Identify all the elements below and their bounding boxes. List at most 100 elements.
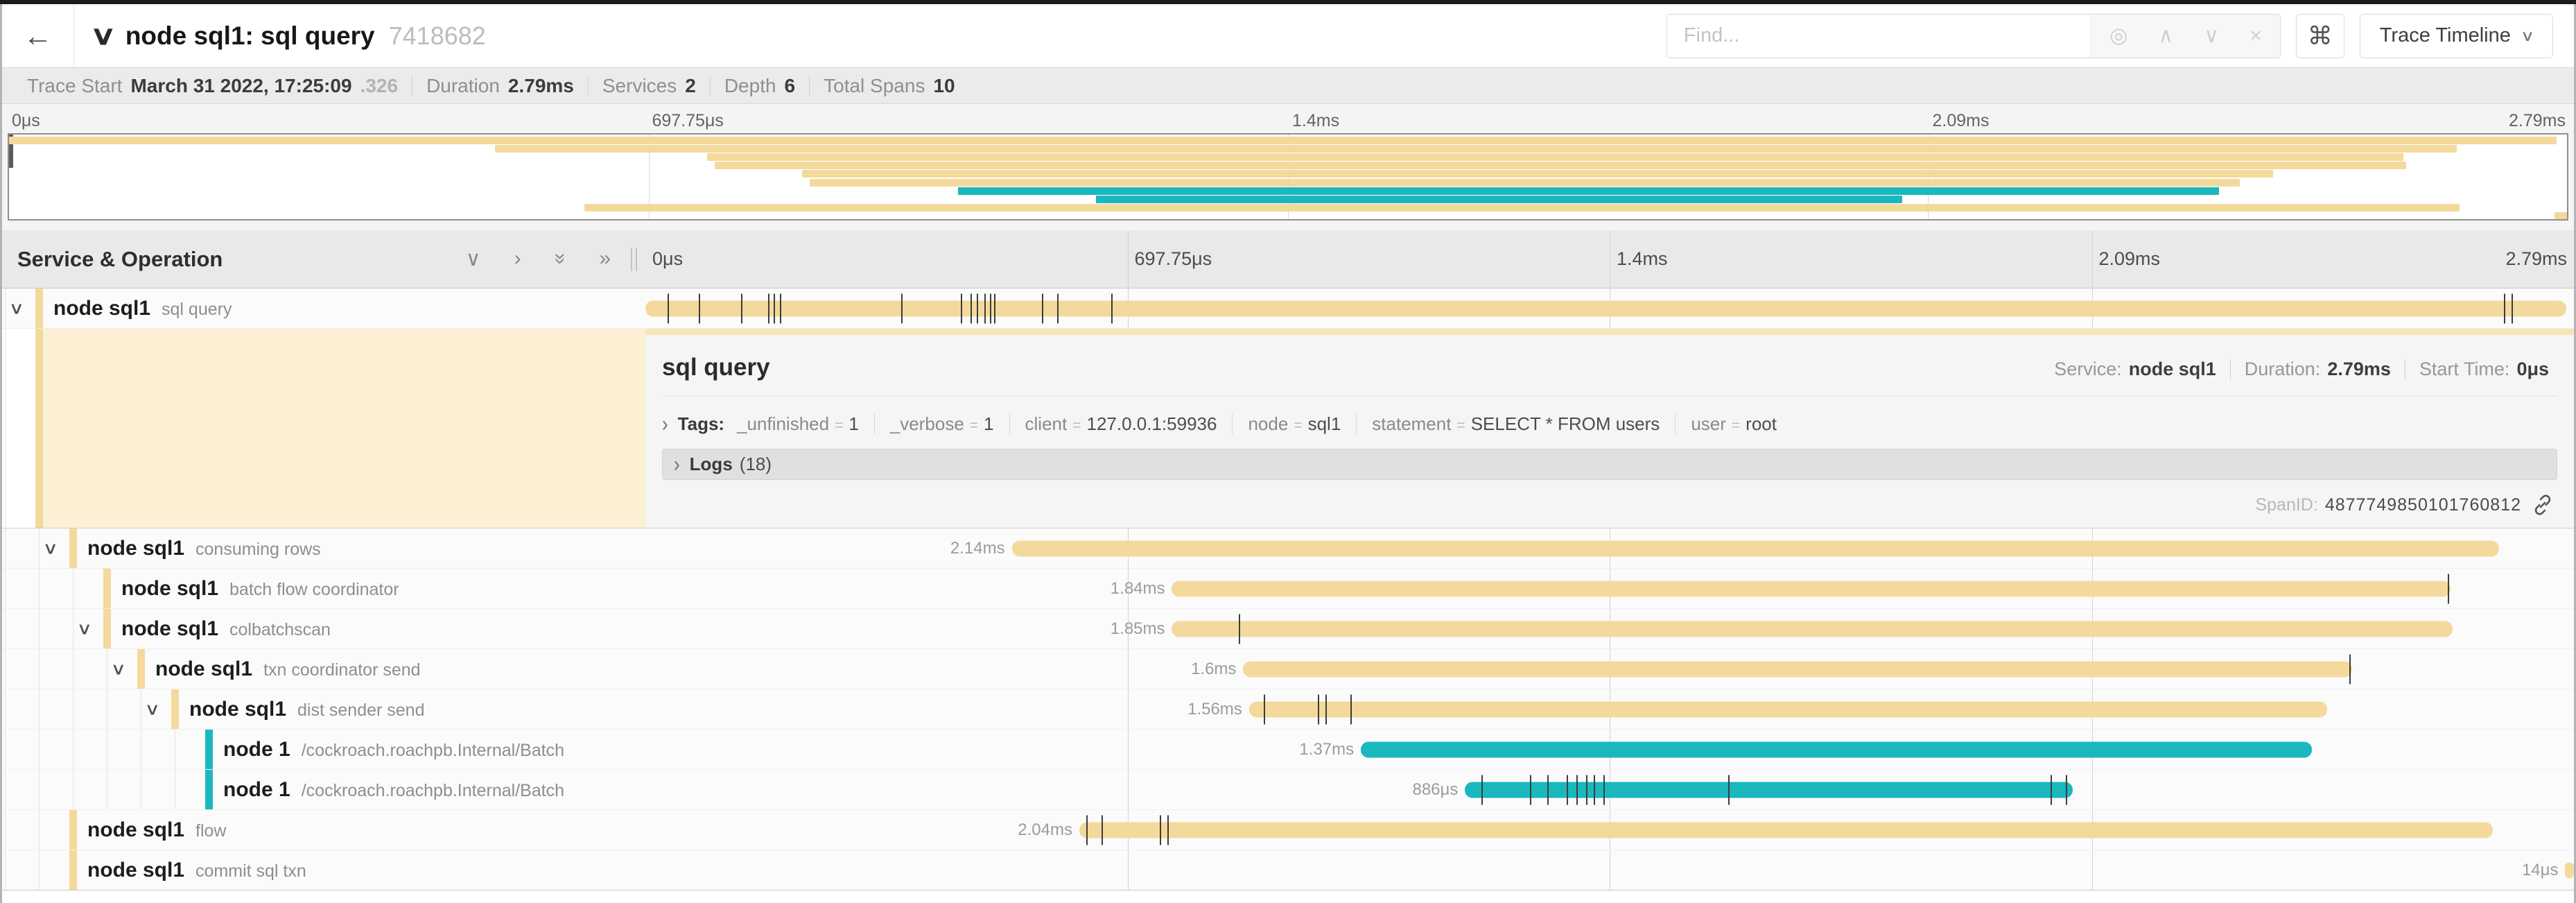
span-log-marker[interactable]	[1317, 694, 1319, 724]
span-log-marker[interactable]	[774, 293, 776, 323]
span-log-marker[interactable]	[1566, 775, 1568, 805]
span-log-marker[interactable]	[1350, 694, 1352, 724]
span-row[interactable]: ∨ node sql1 colbatchscan 1.85ms	[2, 609, 2574, 649]
column-resizer[interactable]	[631, 247, 637, 271]
span-log-marker[interactable]	[1547, 775, 1549, 805]
tags-accordian[interactable]: › Tags: _unfinished = 1 _verbose = 1 client = 12…	[662, 409, 2557, 439]
find-input[interactable]	[1666, 14, 2091, 58]
span-tree-cell[interactable]: ∨ node sql1 colbatchscan	[2, 609, 645, 648]
span-timeline-cell[interactable]: 1.84ms	[645, 569, 2574, 608]
span-log-marker[interactable]	[668, 293, 670, 323]
minimap-canvas[interactable]	[8, 133, 2568, 221]
span-log-marker[interactable]	[1102, 815, 1104, 845]
span-log-marker[interactable]	[2349, 654, 2351, 684]
span-bar[interactable]	[1172, 621, 2453, 637]
span-bar[interactable]	[645, 300, 2566, 316]
span-tree-cell[interactable]: node 1/cockroach.roachpb.Internal/Batch	[2, 730, 645, 769]
children-toggle-icon[interactable]: ∨	[42, 539, 59, 558]
span-bar[interactable]	[1248, 701, 2327, 717]
span-log-marker[interactable]	[741, 293, 743, 323]
span-bar[interactable]	[1011, 540, 2499, 556]
prev-match-icon[interactable]: ∧	[2158, 24, 2174, 47]
next-match-icon[interactable]: ∨	[2204, 24, 2220, 47]
span-tree-cell[interactable]: ∨ node sql1 dist sender send	[2, 689, 645, 729]
span-log-marker[interactable]	[2511, 293, 2513, 323]
span-log-marker[interactable]	[961, 293, 963, 323]
span-log-marker[interactable]	[2448, 574, 2450, 603]
span-log-marker[interactable]	[971, 293, 973, 323]
span-log-marker[interactable]	[1585, 775, 1587, 805]
span-timeline-cell[interactable]: 1.85ms	[645, 609, 2574, 648]
span-bar[interactable]	[1079, 822, 2494, 838]
span-timeline-cell[interactable]: 1.56ms	[645, 689, 2574, 729]
span-row[interactable]: ∨ node sql1 dist sender send 1.56ms	[2, 689, 2574, 730]
span-tree-cell[interactable]: ∨ node sql1 sql query	[2, 289, 645, 328]
span-bar[interactable]	[1361, 741, 2312, 757]
span-log-marker[interactable]	[1111, 293, 1113, 323]
span-log-marker[interactable]	[768, 293, 770, 323]
span-bar[interactable]	[2565, 862, 2574, 878]
span-log-marker[interactable]	[1086, 815, 1088, 845]
span-log-marker[interactable]	[1728, 775, 1730, 805]
span-row[interactable]: node 1/cockroach.roachpb.Internal/Batch 8…	[2, 770, 2574, 810]
span-log-marker[interactable]	[1167, 815, 1169, 845]
span-log-marker[interactable]	[901, 293, 903, 323]
span-log-marker[interactable]	[2503, 293, 2505, 323]
span-timeline-cell[interactable]: 14μs	[645, 850, 2574, 890]
span-log-marker[interactable]	[1325, 694, 1328, 724]
span-log-marker[interactable]	[779, 293, 781, 323]
span-log-marker[interactable]	[1481, 775, 1483, 805]
span-log-marker[interactable]	[1042, 293, 1044, 323]
span-log-marker[interactable]	[1576, 775, 1578, 805]
span-log-marker[interactable]	[2051, 775, 2053, 805]
deep-link-icon[interactable]	[2532, 495, 2553, 515]
span-tree-cell[interactable]: node sql1 flow	[2, 810, 645, 850]
span-timeline-cell[interactable]: 1.37ms	[645, 730, 2574, 769]
span-tree-cell[interactable]: ∨ node sql1 consuming rows	[2, 528, 645, 568]
span-timeline-cell[interactable]: 886μs	[645, 770, 2574, 809]
children-toggle-icon[interactable]: ∨	[144, 700, 161, 719]
span-tree-cell[interactable]: node sql1 batch flow coordinator	[2, 569, 645, 608]
span-row[interactable]: ∨ node sql1 consuming rows 2.14ms	[2, 528, 2574, 569]
keyboard-shortcuts-button[interactable]: ⌘	[2295, 13, 2344, 58]
span-timeline-cell[interactable]	[645, 289, 2574, 328]
span-tree-cell[interactable]: ∨ node sql1 txn coordinator send	[2, 649, 645, 689]
span-tree-cell[interactable]: node 1/cockroach.roachpb.Internal/Batch	[2, 770, 645, 809]
span-timeline-cell[interactable]: 2.14ms	[645, 528, 2574, 568]
span-row[interactable]: node sql1 commit sql txn 14μs	[2, 850, 2574, 891]
collapse-all-icon[interactable]: »	[548, 252, 572, 265]
span-bar[interactable]	[1172, 580, 2451, 596]
back-button[interactable]: ←	[2, 4, 74, 67]
logs-accordian[interactable]: › Logs (18)	[662, 449, 2557, 480]
children-toggle-icon[interactable]: ∨	[110, 660, 127, 678]
span-log-marker[interactable]	[2066, 775, 2068, 805]
span-log-marker[interactable]	[1593, 775, 1595, 805]
children-toggle-icon[interactable]: ∨	[76, 619, 93, 638]
span-tree-cell[interactable]: node sql1 commit sql txn	[2, 850, 645, 890]
minimap-drag-handle[interactable]	[9, 135, 13, 168]
span-log-marker[interactable]	[1159, 815, 1161, 845]
span-log-marker[interactable]	[1238, 614, 1240, 644]
span-bar[interactable]	[1243, 661, 2353, 677]
span-bar[interactable]	[1465, 782, 2073, 798]
span-log-marker[interactable]	[698, 293, 700, 323]
span-row[interactable]: ∨ node sql1 sql query	[2, 289, 2574, 329]
span-row[interactable]: node sql1 batch flow coordinator 1.84ms	[2, 569, 2574, 609]
span-row[interactable]: node sql1 flow 2.04ms	[2, 810, 2574, 850]
children-toggle-icon[interactable]: ∨	[8, 299, 25, 318]
expand-one-icon[interactable]: ›	[514, 247, 521, 270]
span-timeline-cell[interactable]: 2.04ms	[645, 810, 2574, 850]
span-log-marker[interactable]	[984, 293, 986, 323]
span-log-marker[interactable]	[989, 293, 991, 323]
locate-icon[interactable]: ◎	[2109, 24, 2128, 47]
span-timeline-cell[interactable]: 1.6ms	[645, 649, 2574, 689]
expand-all-icon[interactable]: »	[599, 247, 611, 270]
span-row[interactable]: node 1/cockroach.roachpb.Internal/Batch 1…	[2, 730, 2574, 770]
span-log-marker[interactable]	[976, 293, 978, 323]
collapse-trace-icon[interactable]: ∨	[89, 22, 117, 51]
span-log-marker[interactable]	[1529, 775, 1531, 805]
span-log-marker[interactable]	[1264, 694, 1266, 724]
span-log-marker[interactable]	[1057, 293, 1059, 323]
span-log-marker[interactable]	[1603, 775, 1605, 805]
collapse-one-icon[interactable]: ∨	[465, 248, 481, 270]
